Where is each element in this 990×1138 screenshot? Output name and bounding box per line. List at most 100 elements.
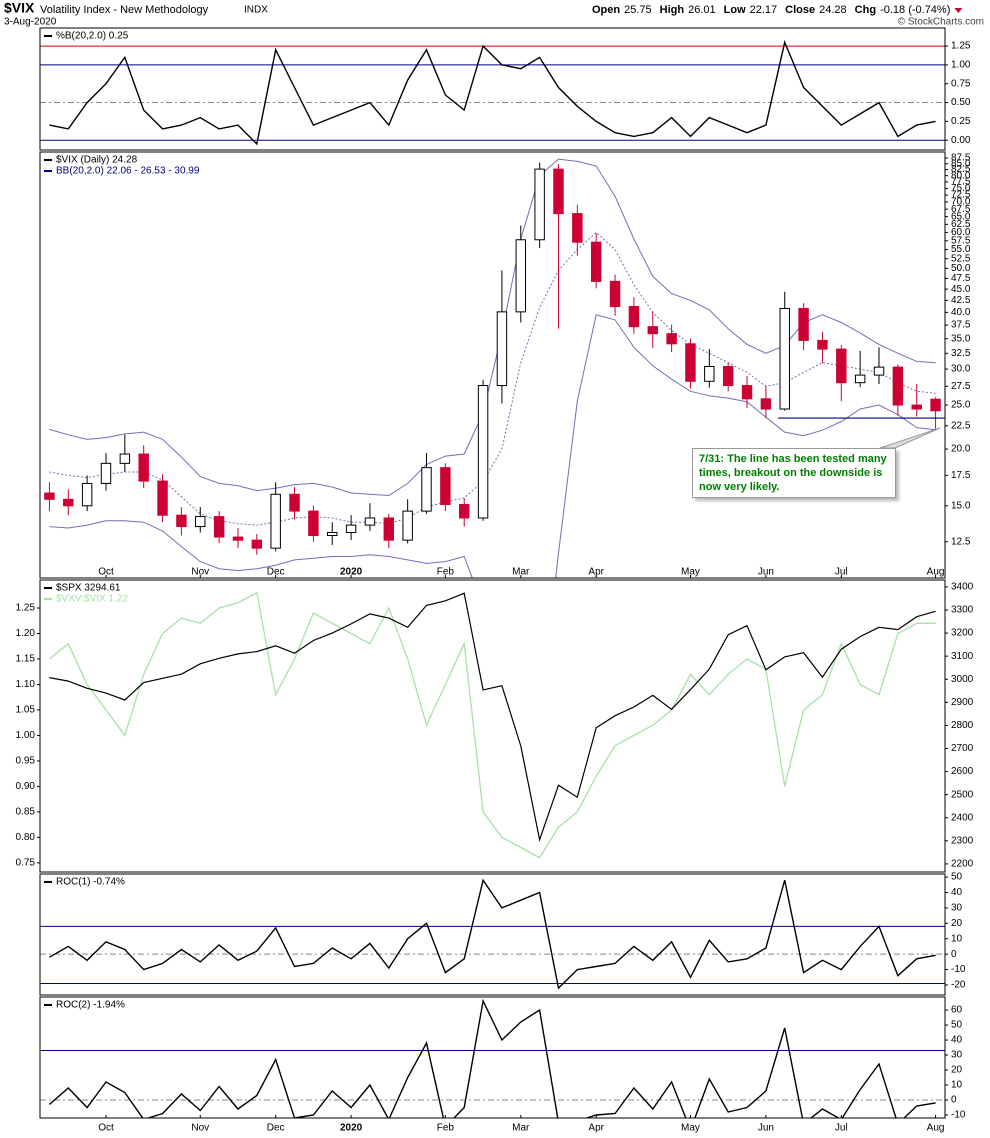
y-tick-label: 12.5 — [951, 536, 971, 547]
x-tick-label: Aug — [927, 567, 945, 578]
x-tick-label: May — [681, 567, 700, 578]
y-tick-label: 50 — [951, 1020, 963, 1031]
y-tick-label: 2300 — [951, 835, 974, 846]
x-tick-label: Jun — [758, 1123, 774, 1134]
y-tick-label: 3100 — [951, 651, 974, 662]
candle-body — [176, 514, 187, 528]
y-tick-label: 2600 — [951, 766, 974, 777]
candle-body — [590, 241, 602, 282]
candle-body — [666, 333, 677, 345]
candle-body — [402, 510, 413, 541]
y-tick-label: 35.0 — [951, 333, 971, 344]
x-tick-label: Dec — [267, 1123, 285, 1134]
legend-label: $VXV:$VIX 1.22 — [56, 594, 128, 605]
y-tick-label: 0.00 — [951, 135, 971, 146]
panel-frame — [39, 996, 946, 1119]
panel-frame — [39, 27, 946, 151]
y-tick-label: 20 — [951, 918, 963, 929]
y-tick-label: 3200 — [951, 628, 974, 639]
y-tick-label: 0.25 — [951, 116, 971, 127]
y2-tick-label: 1.25 — [16, 603, 36, 614]
candle-body — [836, 348, 847, 384]
y-tick-label: 45.0 — [951, 284, 971, 295]
x-tick-label: Apr — [588, 1123, 604, 1134]
y-tick-label: 72.5 — [951, 190, 971, 201]
candle-body — [213, 516, 225, 538]
exchange: INDX — [244, 5, 268, 16]
y-tick-label: 25.0 — [951, 400, 971, 411]
y-tick-label: 42.5 — [951, 295, 971, 306]
y-tick-label: 77.5 — [951, 177, 971, 188]
y-tick-label: 27.5 — [951, 381, 971, 392]
candle-body — [138, 453, 149, 482]
y-tick-label: 40.0 — [951, 307, 971, 318]
y-tick-label: 65.0 — [951, 211, 971, 222]
series-line — [48, 998, 936, 1118]
y-tick-label: 1.25 — [951, 41, 971, 52]
y2-tick-label: 0.80 — [16, 832, 36, 843]
y-tick-label: 3300 — [951, 605, 974, 616]
candle-body — [232, 536, 244, 541]
date: 3-Aug-2020 — [4, 17, 57, 28]
y-tick-label: 40 — [951, 887, 963, 898]
candle-body — [817, 339, 828, 350]
candle-body — [704, 365, 715, 382]
x-tick-label: Nov — [191, 567, 209, 578]
candle-body — [119, 453, 131, 464]
credit: © StockCharts.com — [898, 17, 984, 28]
y-tick-label: -10 — [951, 964, 966, 975]
y-tick-label: 2800 — [951, 720, 974, 731]
candle-body — [854, 374, 866, 384]
y-tick-label: 50.0 — [951, 263, 971, 274]
y-tick-label: 87.5 — [951, 153, 971, 164]
y-tick-label: 32.5 — [951, 348, 971, 359]
series-line — [49, 40, 936, 146]
candle-body — [496, 311, 508, 387]
y-tick-label: 30.0 — [951, 364, 971, 375]
y-tick-label: 30 — [951, 903, 963, 914]
candle-body — [81, 482, 93, 507]
candle-body — [383, 517, 395, 541]
x-tick-label: Oct — [98, 567, 114, 578]
y2-tick-label: 1.15 — [16, 654, 36, 665]
y2-tick-label: 1.00 — [16, 730, 36, 741]
symbol: $VIX — [4, 0, 35, 16]
candle-body — [440, 467, 451, 505]
y-tick-label: 15.0 — [951, 500, 971, 511]
x-tick-label: Apr — [588, 567, 604, 578]
y2-tick-label: 0.85 — [16, 807, 36, 818]
candle-body — [873, 366, 885, 376]
panel — [40, 998, 945, 1118]
y-tick-label: 2200 — [951, 859, 974, 870]
y-tick-label: 10 — [951, 1080, 963, 1091]
panel-frame — [39, 579, 946, 873]
candle-body — [741, 385, 753, 400]
quote-label: Close — [785, 4, 815, 16]
y-tick-label: 62.5 — [951, 219, 971, 230]
candle-body — [534, 168, 545, 241]
candle-body — [63, 498, 74, 507]
candle-body — [100, 462, 112, 484]
y-tick-label: 20 — [951, 1065, 963, 1076]
y-tick-label: 17.5 — [951, 470, 971, 481]
callout — [879, 427, 941, 449]
y2-tick-label: 1.10 — [16, 679, 36, 690]
y-tick-label: 70.0 — [951, 197, 971, 208]
x-tick-label: 2020 — [340, 1123, 363, 1134]
quote-label: Chg — [855, 4, 876, 16]
panel — [40, 40, 945, 146]
candle-body — [251, 539, 263, 549]
x-tick-label: Dec — [267, 567, 285, 578]
quote-value: 26.01 — [688, 4, 716, 16]
quote-value: 24.28 — [819, 4, 847, 16]
y-tick-label: 2700 — [951, 743, 974, 754]
band-lower — [49, 314, 936, 578]
series-line — [48, 591, 936, 859]
candle-body — [195, 516, 206, 528]
y-tick-label: 0 — [951, 949, 957, 960]
y-tick-label: 1.00 — [951, 60, 971, 71]
candle-body — [270, 493, 281, 549]
y-tick-label: 80.0 — [951, 170, 971, 181]
candle-body — [911, 404, 922, 410]
